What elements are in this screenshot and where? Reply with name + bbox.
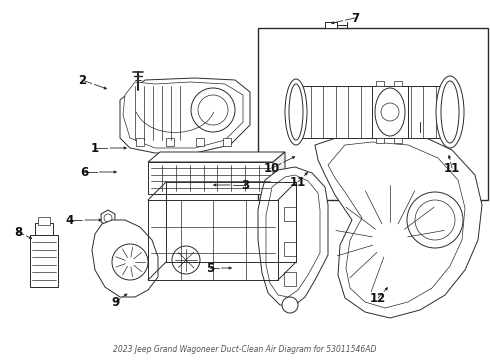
Text: 5: 5 [206,261,214,274]
Circle shape [172,246,200,274]
Text: 2: 2 [78,73,86,86]
Ellipse shape [381,103,399,121]
Polygon shape [123,82,243,148]
Polygon shape [273,152,285,194]
Text: 10: 10 [264,162,280,175]
Polygon shape [101,210,115,226]
Ellipse shape [436,76,464,148]
Text: 1: 1 [91,141,99,154]
Bar [258,28,488,200]
Bar [372,86,408,138]
Bar [35,223,53,235]
Bar [30,235,58,287]
Text: 2023 Jeep Grand Wagoneer Duct-Clean Air Diagram for 53011546AD: 2023 Jeep Grand Wagoneer Duct-Clean Air … [113,346,377,355]
Circle shape [198,95,228,125]
Text: 8: 8 [14,225,22,239]
Circle shape [104,214,112,222]
Ellipse shape [285,79,307,145]
Circle shape [415,113,425,123]
Bar [376,138,384,143]
Polygon shape [266,175,320,297]
Text: 6: 6 [80,166,88,179]
Polygon shape [148,152,285,162]
Bar [298,86,448,138]
Polygon shape [120,78,250,153]
Circle shape [112,244,148,280]
Circle shape [407,192,463,248]
Bar [325,22,337,28]
Bar [284,242,296,256]
Bar [376,81,384,86]
Bar [284,272,296,286]
Polygon shape [258,167,328,305]
Text: 7: 7 [351,12,359,24]
Polygon shape [328,142,465,308]
Polygon shape [315,132,482,318]
Text: 3: 3 [241,179,249,192]
Ellipse shape [375,88,405,136]
Bar [196,138,204,146]
Polygon shape [92,220,158,297]
Circle shape [282,297,298,313]
Bar [166,138,174,146]
Circle shape [415,200,455,240]
Bar [394,138,402,143]
Text: 12: 12 [370,292,386,305]
Bar [394,81,402,86]
Bar [136,138,144,146]
Bar [148,162,273,194]
Bar [284,207,296,221]
Circle shape [191,88,235,132]
Ellipse shape [441,81,459,143]
Bar [223,138,231,146]
Ellipse shape [289,84,303,140]
Bar [38,217,50,225]
Text: 9: 9 [111,296,119,309]
Text: 4: 4 [66,213,74,226]
Text: 11: 11 [444,162,460,175]
Text: 11: 11 [290,176,306,189]
